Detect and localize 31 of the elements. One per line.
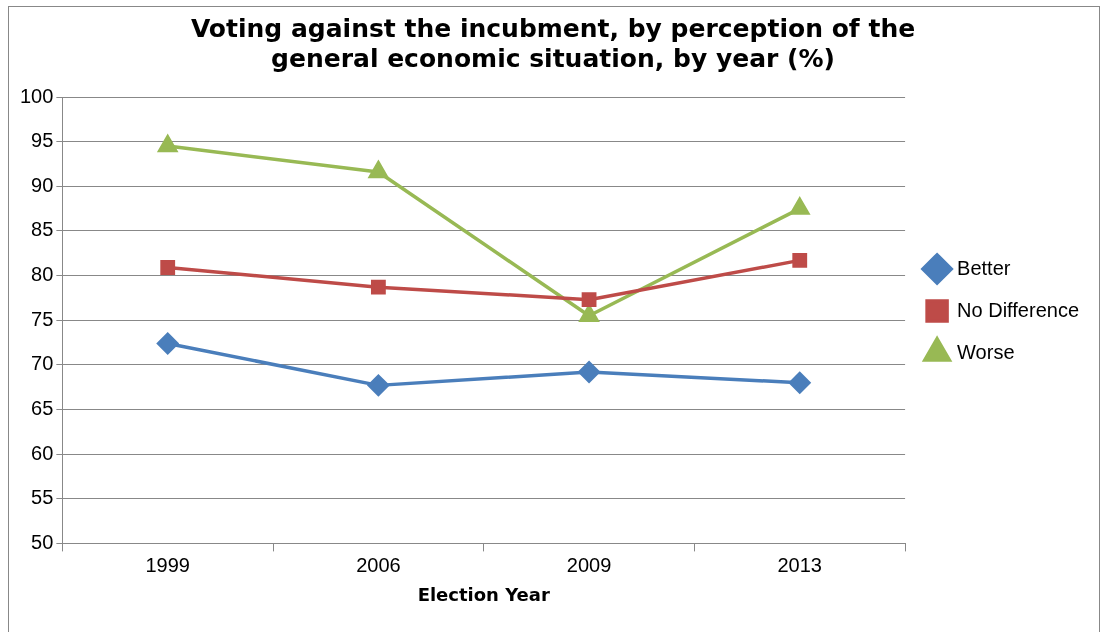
point (581, 292, 597, 308)
point (367, 374, 390, 397)
x-tick-label: 2013 (777, 553, 822, 576)
legend-label: No Difference (957, 298, 1080, 321)
chart-title: Voting against the incubment, by perception of the general economic situation, by year (%) (190, 13, 916, 73)
legend-label: Worse (957, 340, 1015, 363)
y-tick-label: 80 (31, 263, 54, 286)
point (368, 161, 388, 179)
point (790, 197, 810, 215)
point (789, 371, 811, 394)
point (156, 332, 179, 355)
x-tick-label: 2006 (356, 553, 401, 576)
point (792, 252, 808, 268)
y-tick-label: 85 (31, 218, 54, 241)
y-tick-label: 60 (31, 441, 54, 464)
y-tick-label: 75 (31, 307, 54, 330)
point (578, 361, 600, 383)
point (370, 279, 386, 295)
x-tick-label: 2009 (566, 553, 612, 576)
point (158, 135, 178, 153)
y-tick-label: 55 (31, 486, 54, 509)
y-tick-label: 90 (31, 173, 54, 196)
legend-label: Better (957, 256, 1011, 279)
y-tick-label: 95 (31, 129, 54, 152)
x-tick-label: 1999 (145, 553, 190, 576)
y-tick-label: 100 (19, 84, 54, 107)
point (160, 260, 176, 275)
y-tick-label: 70 (31, 352, 54, 375)
y-tick-label: 50 (31, 530, 54, 553)
x-axis-title: Election Year (417, 583, 550, 605)
y-tick-label: 65 (31, 397, 54, 419)
